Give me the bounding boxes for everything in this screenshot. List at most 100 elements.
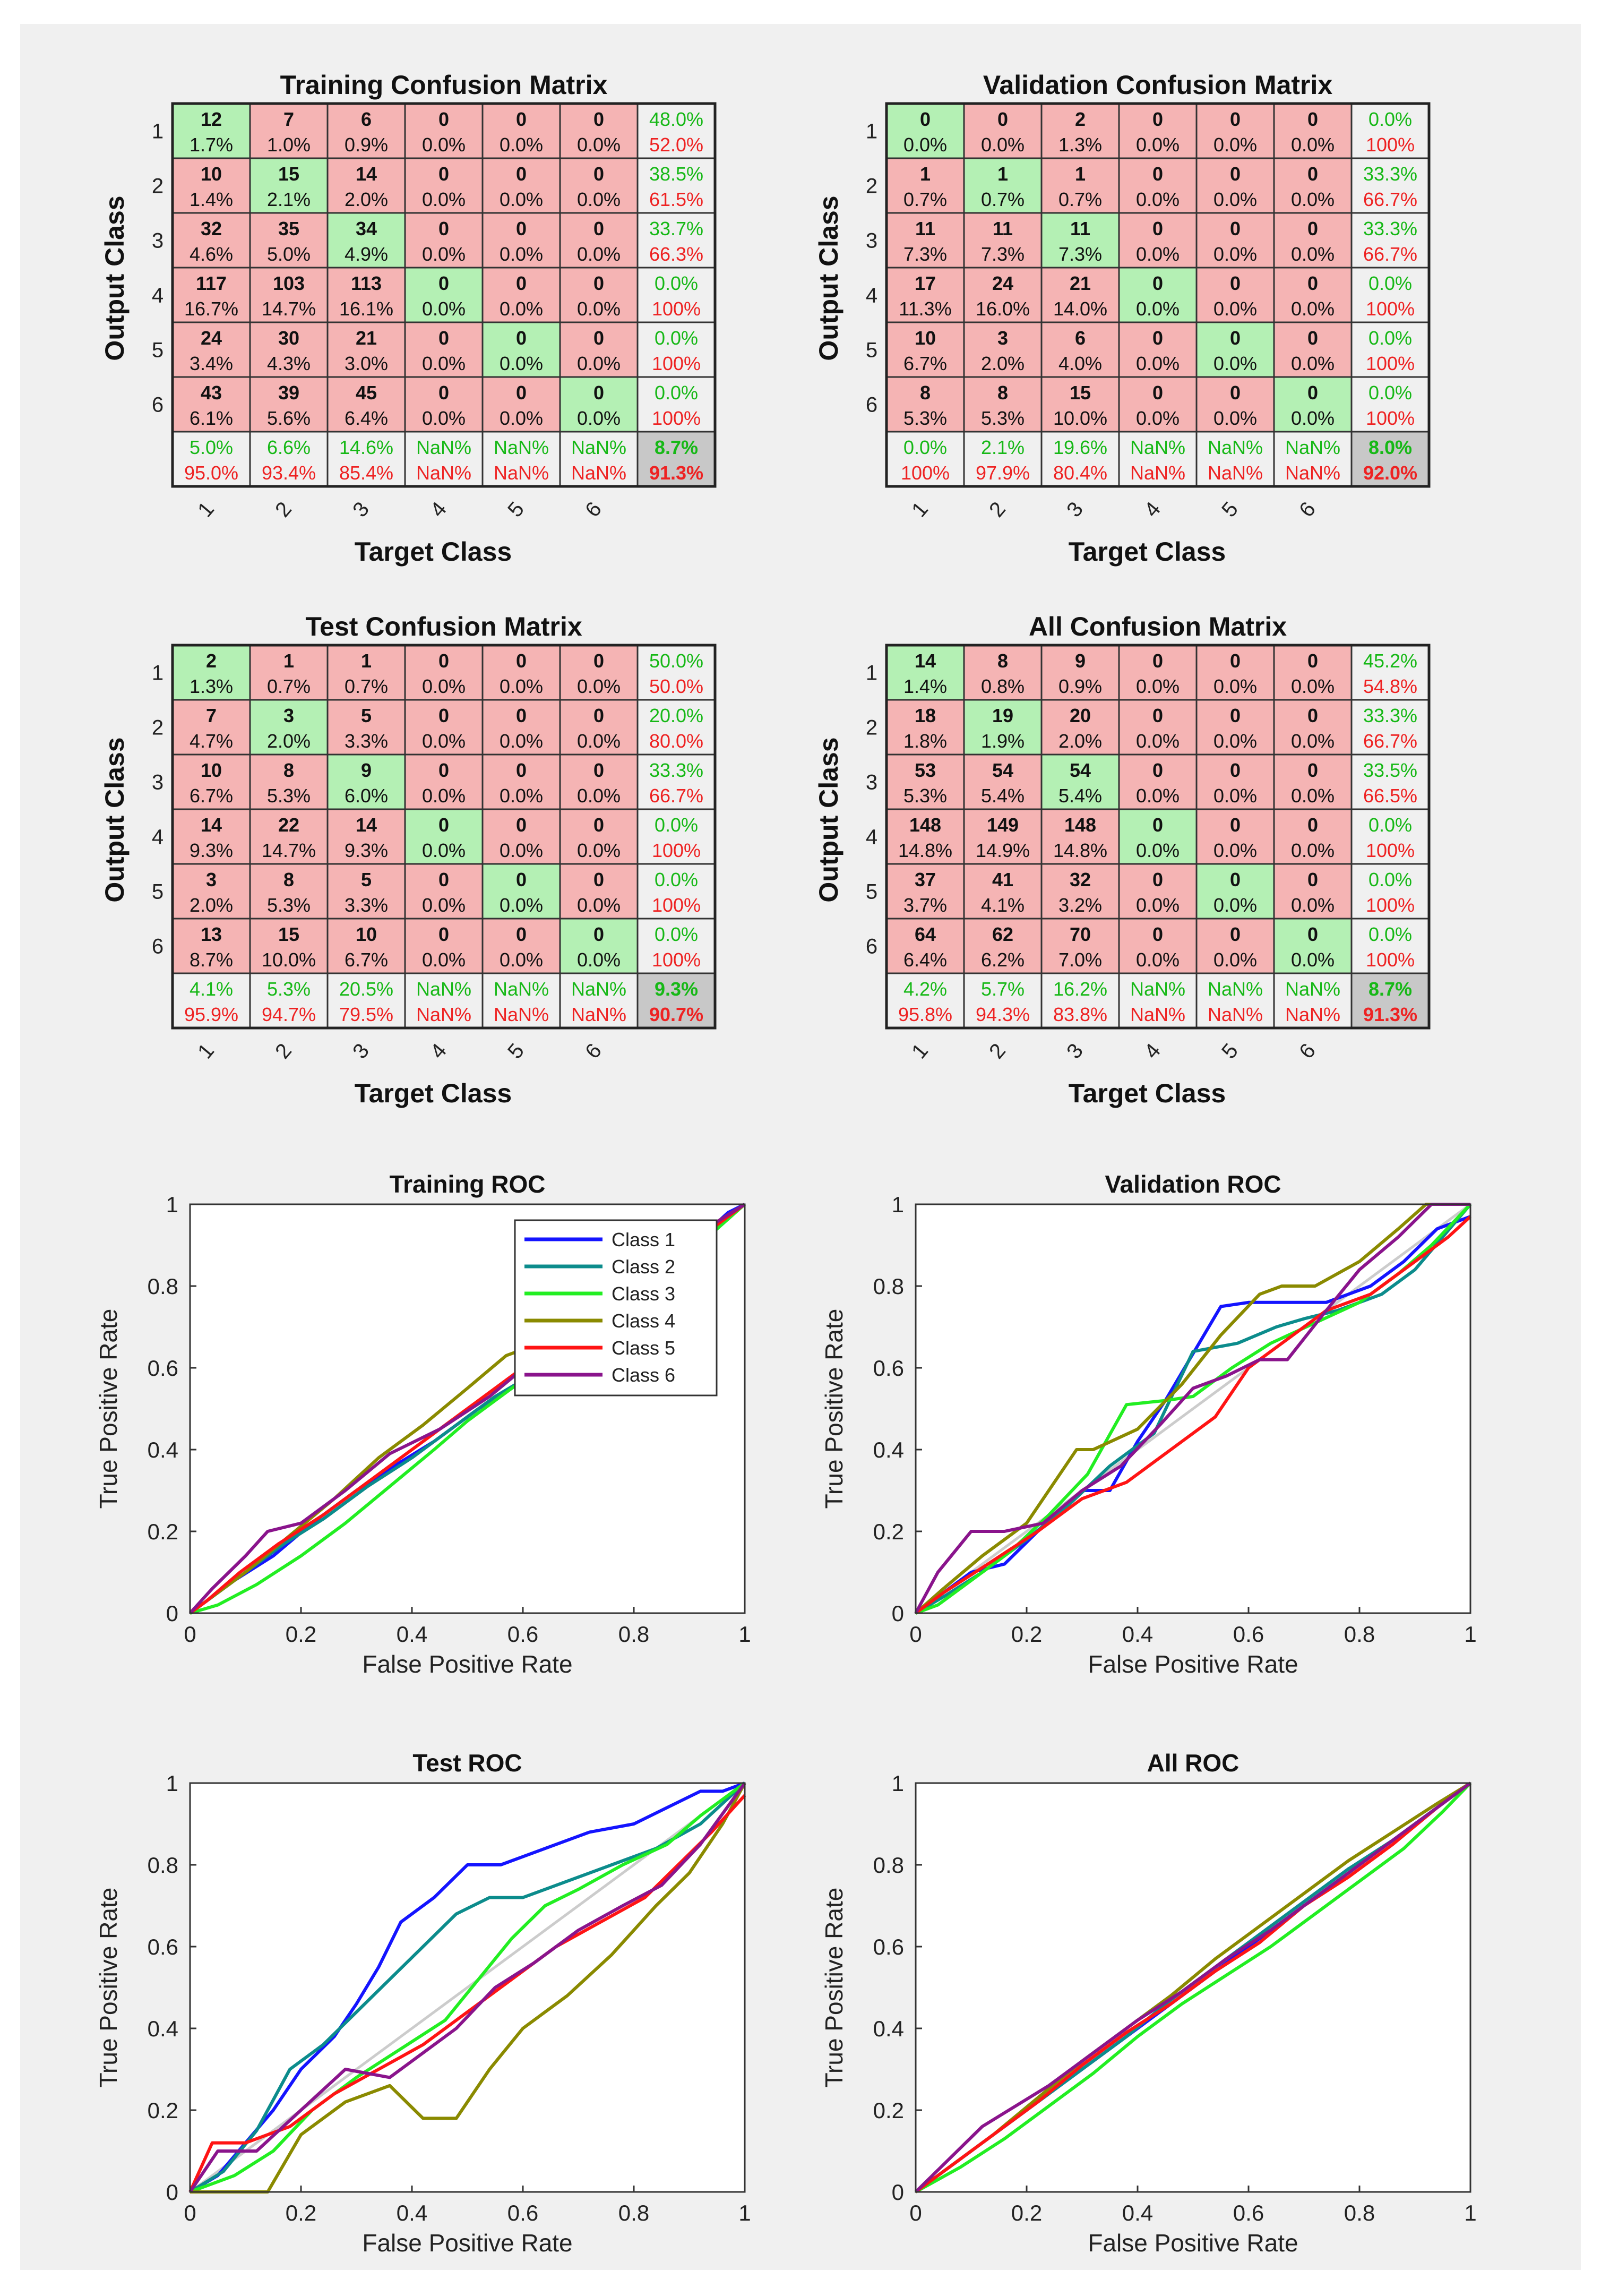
cm-overall-cell	[636, 972, 716, 1029]
cm-cell-value: 0	[1230, 272, 1241, 294]
cm-cell-value: 0.0%	[1368, 869, 1412, 890]
cm-cell	[1118, 644, 1198, 701]
cm-cell-percent: 100%	[1366, 298, 1415, 320]
cm-cell-percent: 3.4%	[190, 353, 233, 374]
cm-cell-value: 0	[1152, 163, 1163, 185]
roc-title: Test ROC	[412, 1749, 522, 1777]
cm-cell-percent: 3.3%	[345, 894, 388, 916]
roc-y-tick-label: 0	[166, 1601, 178, 1626]
cm-cell-value: 0	[593, 218, 604, 239]
cm-cell-value: 9	[361, 759, 372, 781]
legend-label-class-5: Class 5	[612, 1337, 675, 1359]
cm-row-summary-cell	[636, 321, 716, 378]
cm-cell-percent: 95.9%	[184, 1004, 238, 1025]
cm-cell-value: 43	[201, 382, 222, 404]
cm-cell	[1040, 863, 1120, 920]
cm-cell-value: 5.3%	[267, 978, 311, 1000]
cm-cell-percent: 1.3%	[1058, 134, 1102, 156]
cm-col-tick-label: 4	[1140, 1039, 1165, 1063]
cm-cell-value: 15	[1070, 382, 1091, 404]
cm-cell-percent: 0.0%	[577, 949, 621, 971]
cm-cell-percent: NaN%	[1285, 1004, 1340, 1025]
cm-cell-percent: NaN%	[416, 462, 471, 484]
roc-xlabel: False Positive Rate	[1088, 1650, 1298, 1678]
cm-cell	[885, 753, 965, 810]
cm-cell-percent: 0.0%	[1291, 407, 1335, 429]
roc-series-class-1	[189, 1781, 746, 2194]
cm-cell-value: 0	[516, 650, 527, 672]
cm-cell-percent: 7.0%	[1058, 949, 1102, 971]
cm-cell	[404, 212, 484, 269]
cm-cell-percent: 0.0%	[422, 243, 466, 265]
roc-title: All ROC	[1147, 1749, 1240, 1777]
cm-cell	[326, 644, 406, 701]
cm-cell-value: 0	[1152, 382, 1163, 404]
roc-legend-box	[514, 1219, 718, 1397]
cm-cell-percent: 0.0%	[1213, 134, 1257, 156]
cm-cell-value: NaN%	[494, 978, 549, 1000]
cm-cell-value: 53	[915, 759, 936, 781]
cm-cell-value: 8.7%	[655, 436, 698, 458]
cm-cell-percent: 93.4%	[262, 462, 316, 484]
cm-cell-percent: NaN%	[1208, 462, 1263, 484]
cm-cell-percent: 4.9%	[345, 243, 388, 265]
cm-cell-percent: 5.3%	[981, 407, 1025, 429]
cm-cell-percent: 54.8%	[1363, 675, 1417, 697]
roc-y-tick-label: 0.2	[148, 2098, 178, 2123]
cm-xlabel: Target Class	[1069, 537, 1226, 567]
legend-label-class-3: Class 3	[612, 1283, 675, 1305]
roc-x-tick-label: 1	[1464, 2200, 1476, 2225]
cm-title: Training Confusion Matrix	[280, 70, 608, 100]
cm-col-tick-label: 4	[1140, 498, 1165, 521]
legend-label-class-1: Class 1	[612, 1229, 675, 1250]
cm-cell-value: 62	[992, 923, 1013, 945]
cm-cell-percent: 16.0%	[976, 298, 1030, 320]
cm-cell	[326, 863, 406, 920]
cm-cell-value: 0	[1152, 705, 1163, 726]
cm-cell-percent: 0.0%	[1291, 189, 1335, 210]
cm-cell	[1118, 699, 1198, 756]
cm-cell-percent: 5.3%	[903, 407, 947, 429]
cm-cell	[1040, 808, 1120, 865]
roc-y-tick-label: 0	[892, 2180, 904, 2205]
cm-cell-value: 0	[593, 759, 604, 781]
cm-cell	[1273, 644, 1353, 701]
cm-col-tick-label: 4	[426, 1039, 451, 1063]
cm-cell-percent: 2.0%	[267, 730, 311, 752]
cm-cell-percent: 2.0%	[1058, 730, 1102, 752]
roc-xlabel: False Positive Rate	[1088, 2229, 1298, 2257]
roc-y-tick-label: 0.6	[873, 1356, 904, 1381]
cm-cell-value: 7	[283, 108, 294, 130]
cm-cell-percent: 9.3%	[190, 839, 233, 861]
cm-cell-value: 14	[356, 163, 377, 185]
roc-y-tick-label: 0.4	[873, 2016, 904, 2041]
cm-cell-value: 5.0%	[190, 436, 233, 458]
cm-cell	[559, 753, 639, 810]
cm-cell	[963, 644, 1043, 701]
cm-cell-percent: 83.8%	[1053, 1004, 1107, 1025]
cm-cell-percent: 6.4%	[903, 949, 947, 971]
cm-cell-percent: 1.0%	[267, 134, 311, 156]
cm-cell	[1195, 157, 1275, 214]
cm-cell	[249, 644, 329, 701]
roc-y-tick-label: 0.2	[148, 1519, 178, 1544]
cm-row-summary-cell	[1350, 157, 1430, 214]
cm-col-summary-cell	[963, 972, 1043, 1029]
cm-cell-value: 148	[909, 814, 941, 836]
cm-cell-percent: 0.7%	[903, 189, 947, 210]
cm-cell-percent: 0.0%	[422, 353, 466, 374]
cm-cell-percent: 0.0%	[1291, 949, 1335, 971]
cm-cell-percent: 95.8%	[898, 1004, 952, 1025]
roc-plot-3: Test ROC 0 0.2 0.4 0.6 0.8 1 0 0.2 0.4 0.6 0.8 1 Fals…	[94, 1749, 751, 2257]
roc-x-tick-label: 0.8	[618, 2200, 649, 2225]
cm-cell-value: 10	[201, 759, 222, 781]
cm-cell	[326, 321, 406, 378]
cm-cell-percent: 100%	[901, 462, 950, 484]
roc-x-tick-label: 0.6	[1233, 2200, 1264, 2225]
roc-axes-box	[189, 1203, 746, 1614]
cm-cell-percent: 0.0%	[422, 839, 466, 861]
cm-row-summary-cell	[636, 157, 716, 214]
roc-plot-1: Training ROC 0 0.2 0.4 0.6 0.8 1 0 0.2 0.4 0.6 0.8 1…	[94, 1170, 751, 1678]
roc-axes-box	[915, 1203, 1471, 1614]
cm-cell-percent: 0.0%	[1213, 298, 1257, 320]
